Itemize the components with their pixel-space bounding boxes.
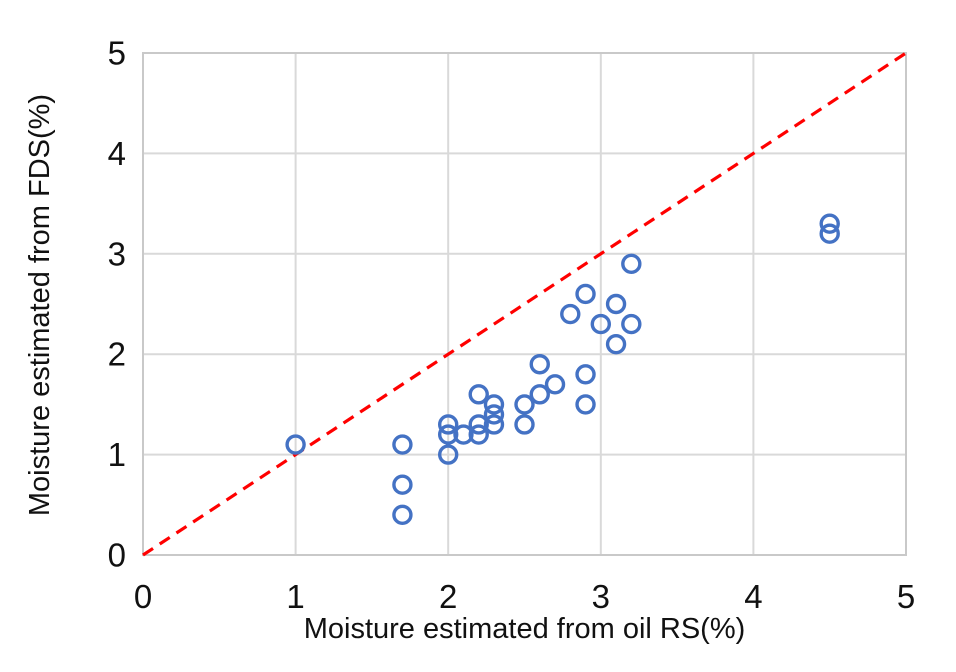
data-point-marker [560, 303, 581, 325]
data-point-marker [453, 424, 474, 445]
data-point-marker [468, 414, 489, 435]
data-point-marker [392, 504, 413, 526]
data-point-marker [590, 313, 611, 335]
data-point-marker [438, 444, 459, 465]
x-tick-label: 4 [744, 578, 762, 615]
data-point-marker [621, 313, 642, 335]
y-axis-title: Moisture estimated from FDS(%) [24, 93, 56, 517]
x-axis-title: Moisture estimated from oil RS(%) [303, 613, 746, 645]
data-point-marker [514, 394, 535, 415]
data-point-marker [392, 434, 413, 455]
data-point-marker [605, 333, 627, 355]
data-point-marker [438, 424, 459, 445]
x-tick-label: 2 [439, 578, 457, 615]
data-point-marker [621, 253, 642, 275]
y-tick-label: 0 [108, 537, 126, 574]
data-point-marker [575, 283, 596, 305]
data-point-marker [819, 223, 840, 244]
data-point-marker [392, 474, 413, 495]
y-tick-label: 1 [108, 436, 126, 473]
x-tick-label: 0 [134, 578, 152, 615]
data-point-marker [575, 364, 596, 385]
x-tick-label: 3 [592, 578, 610, 615]
identity-reference-line [142, 51, 907, 557]
data-point-marker [483, 404, 505, 425]
y-tick-label: 3 [108, 235, 126, 272]
x-tick-label: 1 [286, 578, 304, 615]
data-point-marker [605, 293, 627, 315]
plot-border [142, 52, 907, 556]
data-point-marker [529, 384, 550, 405]
x-tick-label: 5 [897, 578, 915, 615]
data-point-marker [483, 414, 505, 435]
data-point-marker [483, 394, 505, 415]
data-point-marker [468, 424, 489, 445]
data-point-marker [544, 374, 566, 395]
y-tick-label: 5 [108, 35, 126, 72]
data-point-marker [575, 394, 596, 415]
y-tick-label: 2 [108, 336, 126, 373]
data-point-marker [529, 354, 550, 375]
y-tick-label: 4 [108, 135, 126, 172]
data-point-marker [285, 434, 306, 455]
data-point-marker [514, 414, 535, 435]
data-point-marker [468, 384, 489, 405]
data-point-marker [438, 414, 459, 435]
data-point-marker [819, 213, 840, 234]
